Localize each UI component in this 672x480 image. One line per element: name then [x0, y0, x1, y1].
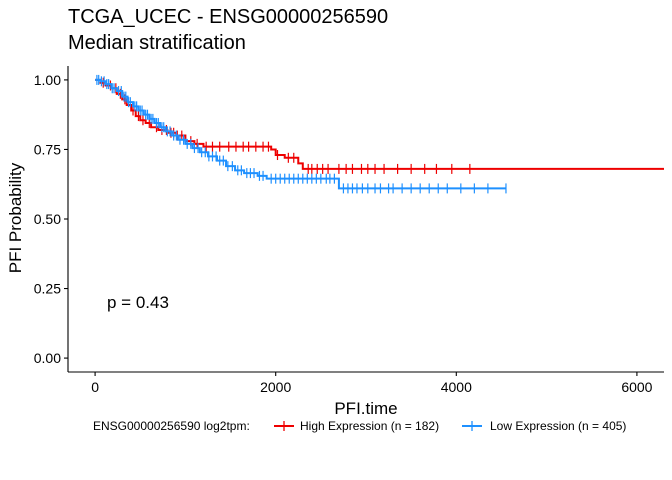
- x-tick-label: 6000: [621, 379, 652, 395]
- y-tick-label: 0.50: [34, 211, 61, 227]
- y-axis-ticks: 0.00 0.25 0.50 0.75 1.00: [34, 72, 68, 366]
- y-tick-label: 1.00: [34, 72, 61, 88]
- legend: ENSG00000256590 log2tpm: High Expression…: [93, 419, 626, 433]
- legend-label-high: High Expression (n = 182): [300, 419, 439, 433]
- y-axis-title: PFI Probability: [6, 162, 25, 273]
- survival-curve-high: [95, 78, 664, 170]
- x-tick-label: 0: [91, 379, 99, 395]
- x-tick-label: 4000: [441, 379, 472, 395]
- chart-subtitle: Median stratification: [68, 32, 246, 54]
- legend-item-high: High Expression (n = 182): [274, 419, 439, 433]
- chart-title: TCGA_UCEC - ENSG00000256590: [68, 6, 389, 28]
- legend-title: ENSG00000256590 log2tpm:: [93, 419, 250, 433]
- x-axis-title: PFI.time: [334, 399, 397, 418]
- y-tick-label: 0.25: [34, 281, 61, 297]
- legend-item-low: Low Expression (n = 405): [462, 419, 626, 433]
- survival-curve-low: [95, 78, 506, 190]
- survival-curves: [95, 74, 664, 194]
- y-tick-label: 0.00: [34, 350, 61, 366]
- y-tick-label: 0.75: [34, 141, 61, 157]
- x-axis-ticks: 0 2000 4000 6000: [91, 372, 653, 395]
- legend-label-low: Low Expression (n = 405): [490, 419, 626, 433]
- p-value-annotation: p = 0.43: [107, 293, 169, 312]
- x-tick-label: 2000: [260, 379, 291, 395]
